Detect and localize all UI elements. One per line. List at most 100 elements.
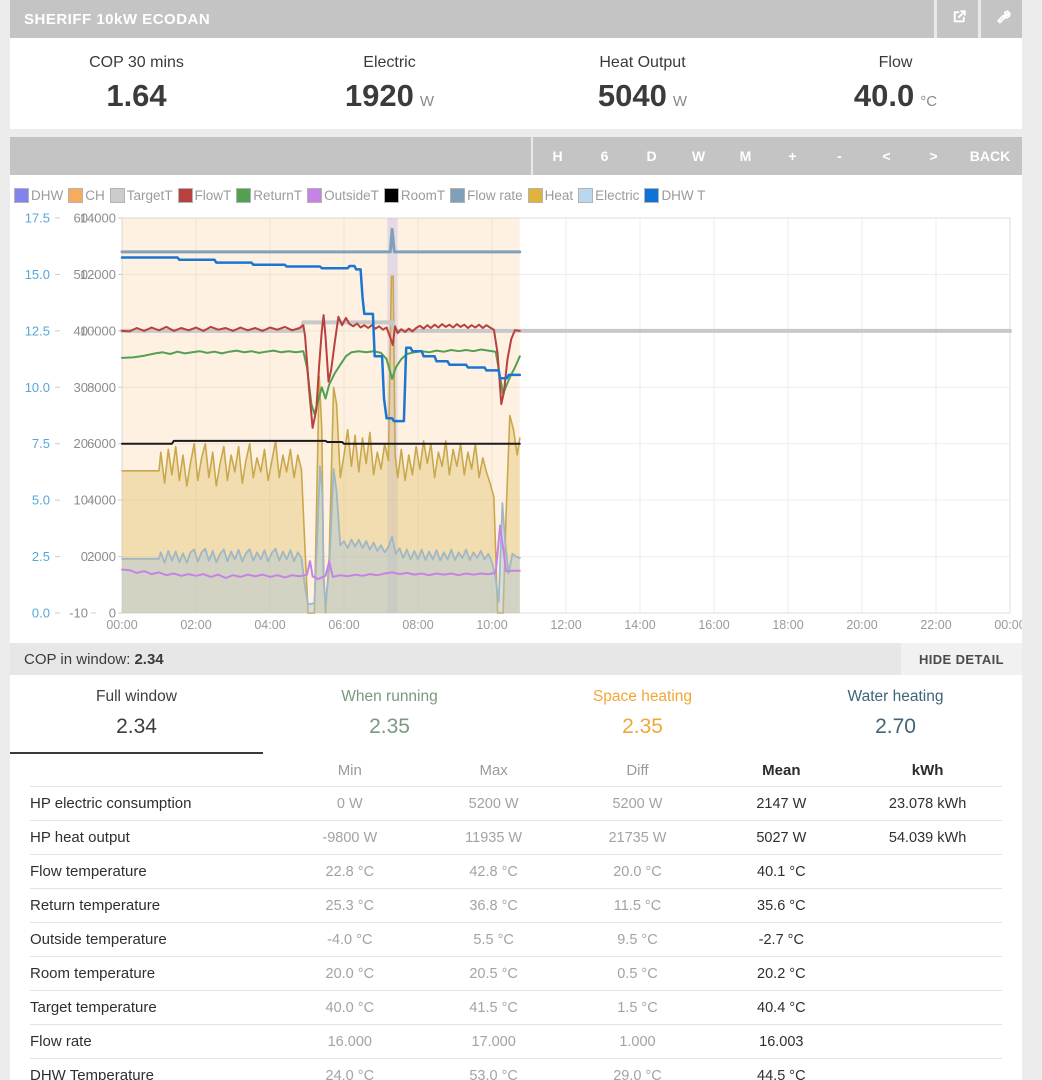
cell: 41.5 °C (469, 999, 518, 1016)
toolbar-button-m[interactable]: M (723, 137, 768, 175)
toolbar-button--[interactable]: < (864, 137, 909, 175)
timeseries-chart[interactable]: 0.0 2.5 5.0 7.5 10.0 12.5 15.0 17.5 -10 0 10 20 30 40… (10, 208, 1026, 638)
cell: 11935 W (465, 829, 523, 846)
table-header-row: Min Max Diff Mean kWh (30, 754, 1002, 786)
legend-item-returnt[interactable]: ReturnT (236, 187, 302, 203)
legend-item-electric[interactable]: Electric (578, 187, 639, 203)
temp-axis-tick-label: 0 (81, 549, 88, 564)
toolbar-button-w[interactable]: W (676, 137, 721, 175)
stat-unit: W (672, 93, 688, 110)
legend-item-dhw-t[interactable]: DHW T (644, 187, 705, 203)
cell: -9800 W (322, 829, 378, 846)
tab-when-running[interactable]: When running 2.35 (263, 675, 516, 754)
table-row: Return temperature 25.3 °C 36.8 °C 11.5 °C 3… (30, 888, 1002, 922)
flow-axis-tick-label: 12.5 (25, 323, 50, 338)
x-axis-tick-label: 12:00 (550, 618, 581, 632)
stat-card-electric: Electric 1920 W (263, 54, 516, 111)
tab-water-heating[interactable]: Water heating 2.70 (769, 675, 1022, 754)
stat-label: Electric (363, 54, 416, 71)
tab-value: 2.34 (116, 715, 157, 738)
toolbar-button--[interactable]: > (911, 137, 956, 175)
cell: 40.0 °C (325, 999, 375, 1016)
legend-item-roomt[interactable]: RoomT (383, 187, 446, 203)
power-axis-tick-label: 0 (109, 606, 116, 621)
toolbar-button-h[interactable]: H (535, 137, 580, 175)
toolbar-button-d[interactable]: D (629, 137, 674, 175)
legend-item-dhw[interactable]: DHW (14, 187, 64, 203)
divider (934, 0, 937, 38)
cell: 16.000 (327, 1033, 372, 1050)
power-axis-tick-label: 2000 (87, 549, 116, 564)
stat-number: 1920 (344, 78, 414, 113)
stat-label: COP 30 mins (89, 54, 184, 71)
row-label: Flow temperature (30, 863, 147, 880)
roomt-line (121, 439, 521, 445)
toolbar-button-6[interactable]: 6 (582, 137, 627, 175)
legend-item-outsidet[interactable]: OutsideT (307, 187, 379, 203)
table-row: Flow temperature 22.8 °C 42.8 °C 20.0 °C 40.… (30, 854, 1002, 888)
flow-axis-tick-label: 7.5 (32, 436, 50, 451)
flow-axis-tick-label: 0.0 (32, 606, 50, 621)
open-external-button[interactable] (940, 0, 978, 38)
tab-full-window[interactable]: Full window 2.34 (10, 675, 263, 754)
returnt-line (121, 348, 521, 415)
cell: 11.5 °C (613, 897, 662, 914)
stat-label: Flow (878, 54, 913, 71)
row-label: Return temperature (30, 897, 161, 914)
legend-item-targett[interactable]: TargetT (109, 187, 173, 203)
heat-line (121, 275, 521, 614)
cell: 5027 W (756, 829, 807, 846)
chart-toolbar: H 6 D W M + - < > BACK (10, 137, 1022, 175)
x-axis-tick-label: 10:00 (476, 618, 507, 632)
divider (978, 0, 981, 38)
cell: 36.8 °C (469, 897, 518, 914)
temp-axis-tick-label: 60 (74, 211, 88, 226)
dhw-state-band (387, 218, 398, 613)
dhw-t-swatch (644, 187, 660, 203)
hide-detail-button[interactable]: HIDE DETAIL (900, 643, 1022, 675)
x-axis-tick-label: 04:00 (254, 618, 285, 632)
legend-item-flow-rate[interactable]: Flow rate (450, 187, 523, 203)
legend-label: OutsideT (324, 187, 379, 203)
flow-axis-tick-label: 2.5 (32, 549, 50, 564)
cell: 16.003 (759, 1033, 804, 1050)
cell: 5200 W (468, 795, 519, 812)
toolbar-button--[interactable]: + (770, 137, 815, 175)
cell: 53.0 °C (469, 1067, 518, 1080)
toolbar-button-back[interactable]: BACK (958, 137, 1022, 175)
cell: 22.8 °C (325, 863, 375, 880)
legend-label: RoomT (400, 187, 446, 203)
tab-space-heating[interactable]: Space heating 2.35 (516, 675, 769, 754)
table-row: DHW Temperature 24.0 °C 53.0 °C 29.0 °C 44.5… (30, 1058, 1002, 1080)
dhw-swatch (14, 187, 29, 203)
legend-label: DHW (31, 187, 64, 203)
cell: 42.8 °C (469, 863, 518, 880)
divider (531, 137, 533, 175)
x-axis-tick-label: 20:00 (846, 618, 877, 632)
temp-axis-tick-label: -10 (69, 606, 88, 621)
table-row: HP heat output -9800 W 11935 W 21735 W 5027 … (30, 820, 1002, 854)
row-label: Flow rate (30, 1033, 92, 1050)
dhw-t-line (120, 256, 522, 423)
electric-swatch (578, 187, 594, 203)
legend-item-heat[interactable]: Heat (527, 187, 573, 203)
flow-rate-line (120, 227, 522, 254)
cell: 40.4 °C (757, 999, 806, 1016)
x-axis-tick-label: 08:00 (402, 618, 433, 632)
legend-item-flowt[interactable]: FlowT (177, 187, 231, 203)
stat-number: 1.64 (106, 78, 167, 113)
stat-number: 5040 (597, 78, 667, 113)
stat-card-cop-30-mins: COP 30 mins 1.64 (10, 54, 263, 111)
cell: 54.039 kWh (888, 829, 967, 846)
row-label: Room temperature (30, 965, 156, 982)
cell: -4.0 °C (327, 931, 373, 948)
x-axis-tick-label: 00:00 (106, 618, 137, 632)
cop-in-window-label: COP in window: 2.34 (10, 651, 901, 668)
cell: -2.7 °C (758, 931, 804, 948)
toolbar-button--[interactable]: - (817, 137, 862, 175)
outsidet-swatch (307, 187, 323, 203)
legend-item-ch[interactable]: CH (68, 187, 105, 203)
column-header-diff: Diff (626, 761, 649, 779)
cell: 35.6 °C (757, 897, 806, 914)
settings-button[interactable] (984, 0, 1022, 38)
